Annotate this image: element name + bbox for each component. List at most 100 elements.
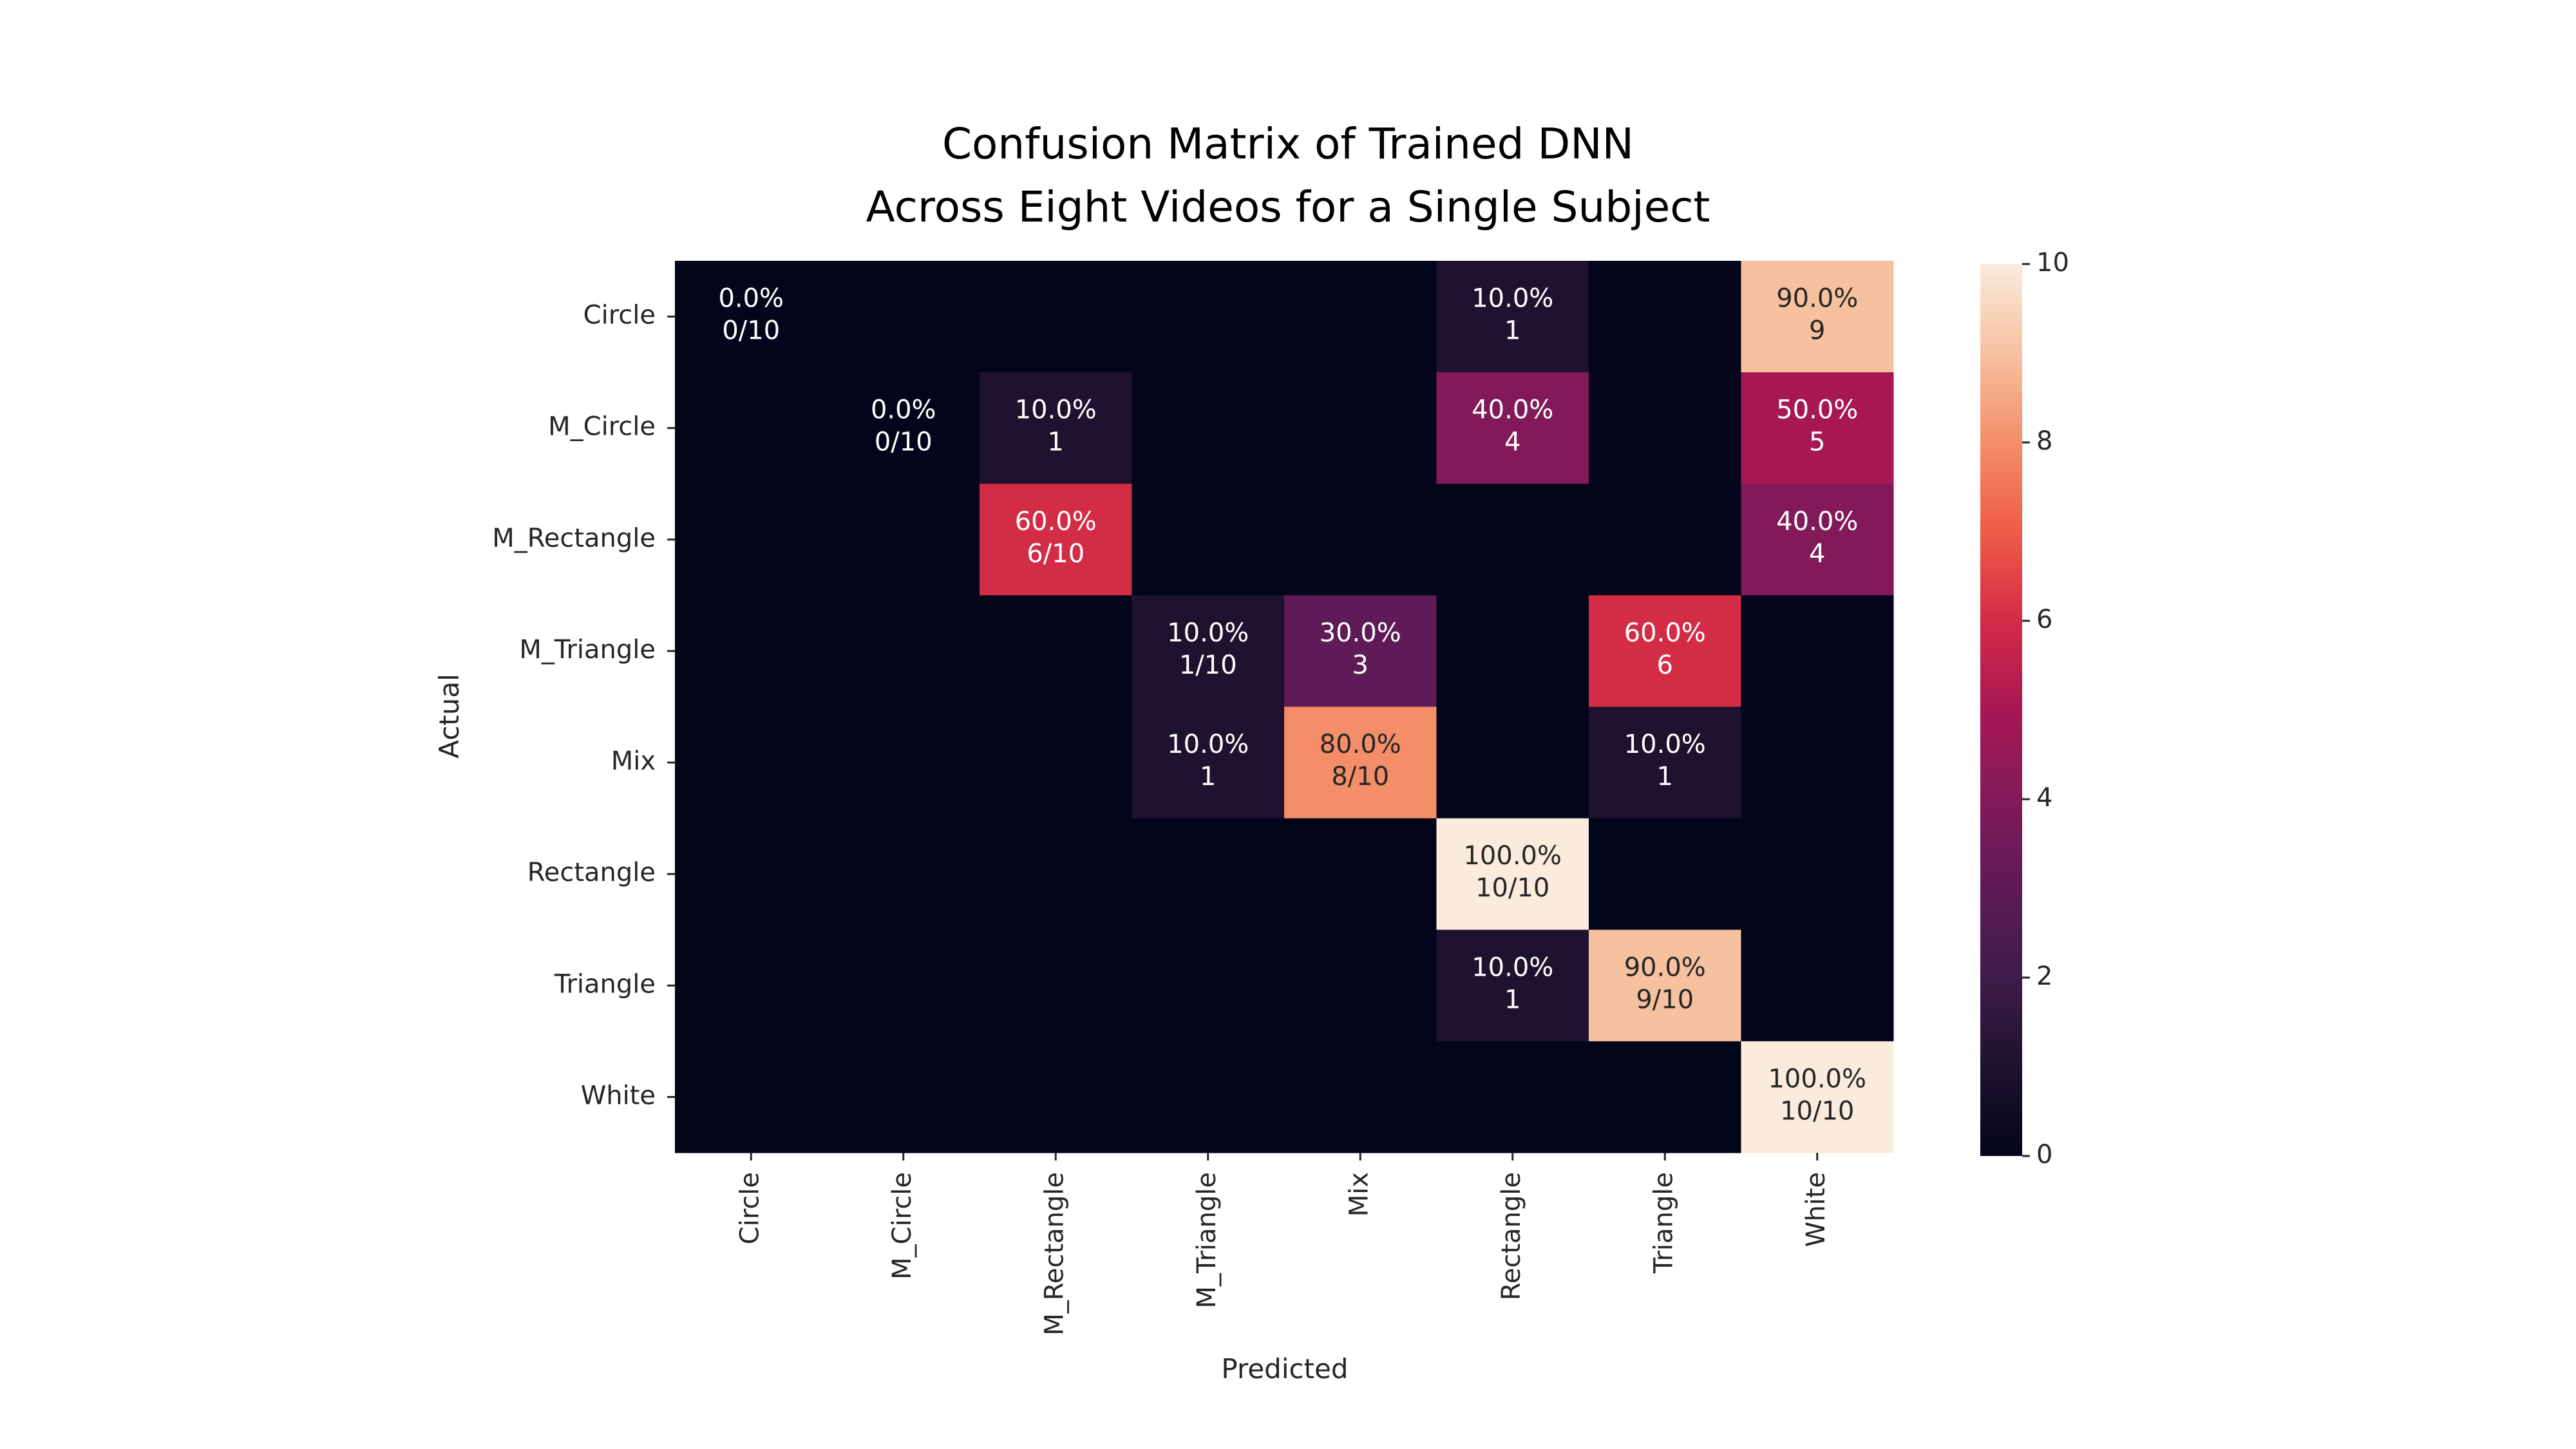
heatmap-cell (1284, 261, 1437, 373)
x-tick-label: M_Triangle (1192, 1172, 1222, 1309)
heatmap-cell (1589, 706, 1741, 819)
cell-annotation: 40.0% 4 (1776, 507, 1858, 569)
heatmap-cell (675, 595, 828, 707)
heatmap-cell (1741, 372, 1894, 484)
heatmap-cell (1284, 595, 1437, 707)
heatmap-cell (980, 929, 1132, 1042)
heatmap-cell (1436, 595, 1589, 707)
y-tick-label: M_Rectangle (492, 524, 656, 553)
y-tick-label: M_Circle (548, 412, 656, 442)
colorbar-ticks: 0 2 4 6 8 10 (2022, 248, 2069, 1170)
colorbar-tick-label: 8 (2036, 426, 2052, 456)
heatmap-cell (1436, 484, 1589, 596)
cell-annotation: 0.0% 0/10 (718, 284, 784, 346)
heatmap-cell (675, 818, 828, 931)
cell-annotation: 30.0% 3 (1320, 618, 1401, 680)
heatmap-cell (980, 706, 1132, 819)
heatmap-cell (1436, 929, 1589, 1042)
x-axis-ticks: Circle M_Circle M_Rectangle M_Triangle Mix Re… (735, 1153, 1831, 1336)
heatmap-cell (1132, 372, 1285, 484)
heatmap-cell (827, 484, 980, 596)
heatmap-cell (1589, 372, 1741, 484)
colorbar-tick-label: 10 (2036, 248, 2069, 278)
heatmap-cell (1589, 595, 1741, 707)
heatmap-cell (1741, 1041, 1894, 1153)
heatmap-cell (1132, 1041, 1285, 1153)
chart-title-line-2: Across Eight Videos for a Single Subject (866, 182, 1710, 232)
heatmap-cell (1741, 929, 1894, 1042)
heatmap-cell (827, 261, 980, 373)
cell-annotation: 100.0% 10/10 (1768, 1064, 1866, 1126)
colorbar-tick-label: 4 (2036, 783, 2052, 813)
cell-annotation: 60.0% 6 (1624, 618, 1706, 680)
colorbar-tick-label: 2 (2036, 961, 2052, 991)
heatmap-cell (980, 484, 1132, 596)
cell-annotation: 90.0% 9/10 (1624, 952, 1706, 1014)
heatmap-cell (827, 372, 980, 484)
cell-annotations: 0.0% 0/10 10.0% 1 90.0% 9 0.0% 0/10 10.0% 1 40.0% 4… (718, 284, 1866, 1126)
x-tick-label: Circle (735, 1172, 764, 1244)
heatmap-cell (980, 818, 1132, 931)
cell-annotation: 90.0% 9 (1776, 284, 1858, 346)
cell-annotation: 0.0% 0/10 (871, 395, 936, 457)
y-tick-label: Mix (611, 746, 656, 776)
heatmap-cell (1284, 1041, 1437, 1153)
y-tick-label: Rectangle (527, 858, 656, 887)
cell-annotation: 10.0% 1 (1472, 952, 1553, 1014)
heatmap-cell (675, 484, 828, 596)
heatmap-cell (827, 1041, 980, 1153)
heatmap-cell (675, 261, 828, 373)
chart-title: Confusion Matrix of Trained DNN Across E… (0, 113, 2576, 239)
chart-title-line-1: Confusion Matrix of Trained DNN (942, 119, 1634, 169)
heatmap-cells (675, 261, 1894, 1153)
cell-annotation: 10.0% 1/10 (1167, 618, 1249, 680)
heatmap-cell (675, 1041, 828, 1153)
heatmap-cell (980, 372, 1132, 484)
heatmap-cell (827, 706, 980, 819)
x-tick-label: M_Rectangle (1039, 1172, 1069, 1336)
cell-annotation: 10.0% 1 (1015, 395, 1097, 457)
heatmap-cell (675, 372, 828, 484)
heatmap-cell (1741, 818, 1894, 931)
heatmap-cell (675, 706, 828, 819)
y-axis-label: Actual (433, 674, 465, 759)
heatmap-cell (1284, 372, 1437, 484)
heatmap-cell (1284, 929, 1437, 1042)
heatmap-cell (1436, 818, 1589, 931)
heatmap-cell (1436, 706, 1589, 819)
heatmap-cell (1132, 818, 1285, 931)
heatmap-cell (980, 595, 1132, 707)
heatmap-cell (1436, 1041, 1589, 1153)
cell-annotation: 40.0% 4 (1472, 395, 1553, 457)
x-tick-label: Rectangle (1497, 1172, 1526, 1300)
y-tick-label: Circle (583, 301, 656, 330)
heatmap-cell (980, 261, 1132, 373)
heatmap-cell (1589, 484, 1741, 596)
y-tick-label: M_Triangle (519, 635, 656, 665)
heatmap-cell (1589, 1041, 1741, 1153)
heatmap-cell (1589, 261, 1741, 373)
heatmap-cell (1741, 261, 1894, 373)
cell-annotation: 60.0% 6/10 (1015, 507, 1097, 569)
cell-annotation: 10.0% 1 (1167, 730, 1249, 791)
heatmap-cell (1132, 929, 1285, 1042)
heatmap-cell (1436, 372, 1589, 484)
heatmap-cell (1284, 484, 1437, 596)
x-tick-label: Triangle (1649, 1172, 1678, 1274)
heatmap-cell (1589, 929, 1741, 1042)
heatmap-cell (827, 929, 980, 1042)
y-tick-label: Triangle (554, 969, 656, 999)
heatmap-cell (1132, 261, 1285, 373)
cell-annotation: 80.0% 8/10 (1320, 730, 1401, 791)
x-tick-label: White (1801, 1172, 1831, 1247)
x-axis-label: Predicted (1221, 1353, 1348, 1385)
heatmap-cell (1436, 261, 1589, 373)
heatmap-cell (827, 818, 980, 931)
heatmap-cell (1589, 818, 1741, 931)
heatmap-cell (1741, 595, 1894, 707)
cell-annotation: 10.0% 1 (1472, 284, 1553, 346)
cell-annotation: 50.0% 5 (1776, 395, 1858, 457)
colorbar-tick-label: 6 (2036, 605, 2052, 634)
heatmap-cell (1132, 595, 1285, 707)
